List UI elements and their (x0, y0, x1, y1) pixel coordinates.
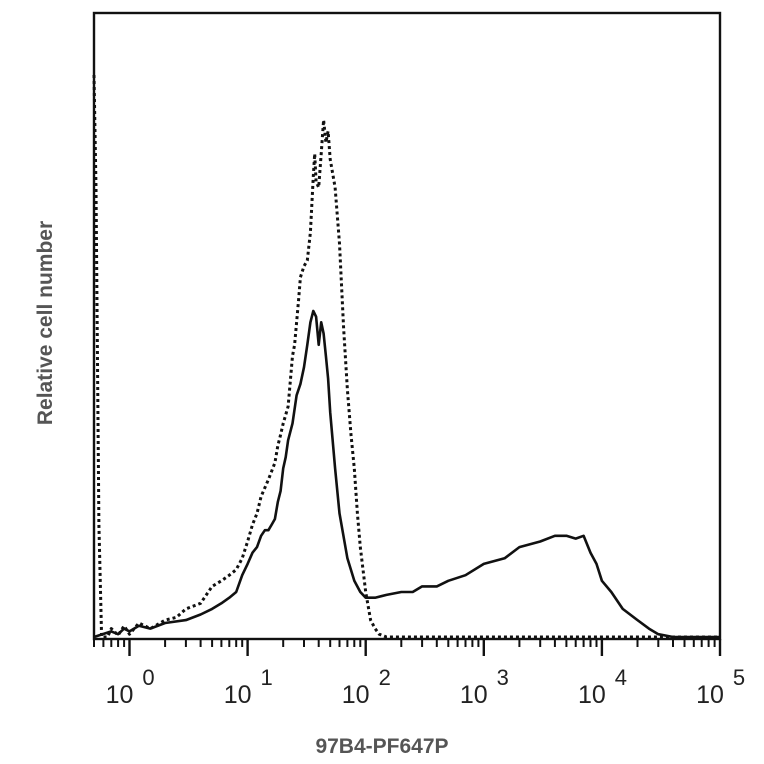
x-tick-label-exponent: 2 (379, 665, 391, 690)
x-tick-label-base: 10 (460, 681, 488, 709)
x-tick-label-exponent: 5 (733, 665, 745, 690)
x-tick-label-base: 10 (224, 681, 252, 709)
x-tick-label-exponent: 3 (497, 665, 509, 690)
y-axis-label-wrap: Relative cell number (28, 175, 64, 470)
x-tick-label-exponent: 1 (260, 665, 272, 690)
y-axis-label: Relative cell number (34, 220, 57, 425)
x-tick-label-base: 10 (106, 681, 134, 709)
solid-series-line (93, 309, 720, 639)
x-axis-label: 97B4-PF647P (315, 735, 449, 758)
x-tick-label-base: 10 (578, 681, 606, 709)
x-tick-label-exponent: 4 (615, 665, 627, 690)
plot-frame (92, 11, 722, 641)
x-tick-label-base: 10 (696, 681, 724, 709)
dotted-series-line (92, 74, 720, 639)
x-tick-label-exponent: 0 (142, 665, 154, 690)
x-tick-label-base: 10 (342, 681, 370, 709)
